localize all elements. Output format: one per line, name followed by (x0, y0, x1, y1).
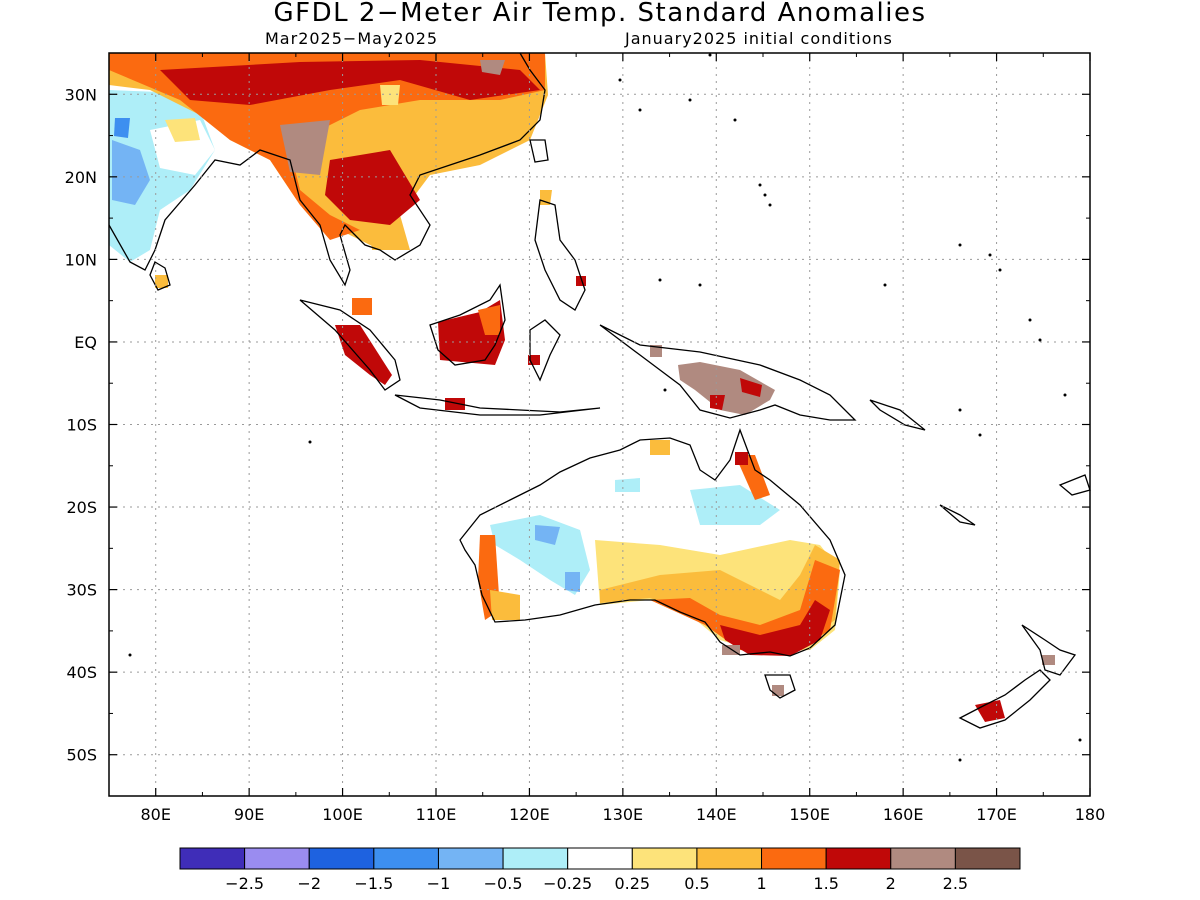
lon-label: 140E (696, 805, 737, 824)
legend-swatch (502, 847, 569, 870)
legend-swatch (179, 847, 246, 870)
lon-label: 150E (789, 805, 830, 824)
lat-label: 50S (66, 746, 97, 765)
lat-label: 10S (66, 416, 97, 435)
legend-swatch (890, 847, 956, 870)
legend-swatch (631, 847, 698, 870)
legend-label: −1.5 (354, 874, 393, 893)
lon-label: 90E (234, 805, 264, 824)
legend-swatch (244, 847, 310, 870)
legend-label: 2 (886, 874, 896, 893)
lat-label: 20N (65, 168, 97, 187)
chart-title: GFDL 2−Meter Air Temp. Standard Anomalie… (273, 0, 927, 28)
pacific-islands (128, 53, 1082, 762)
color-legend: −2.5 −2 −1.5 −1 −0.5 −0.25 0.25 0.5 1 1.5 2 2.5 (179, 847, 1021, 893)
lon-label: 120E (509, 805, 550, 824)
latitude-labels: 30N 20N 10N EQ 10S 20S 30S 40S 50S (65, 85, 97, 764)
legend-label: 0.25 (614, 874, 650, 893)
lon-label: 170E (976, 805, 1017, 824)
longitude-labels: 80E 90E 100E 110E 120E 130E 140E 150E 160E 170E 18… (140, 805, 1105, 824)
legend-label: 1.5 (813, 874, 838, 893)
legend-swatch (567, 847, 633, 870)
lon-label: 80E (140, 805, 170, 824)
legend-swatch (825, 847, 892, 870)
gridlines (109, 53, 1090, 796)
legend-label: 2.5 (943, 874, 968, 893)
lat-label: 30S (66, 581, 97, 600)
lon-label: 100E (322, 805, 363, 824)
forecast-period: Mar2025−May2025 (265, 29, 439, 48)
lat-label: 10N (65, 250, 97, 269)
lat-label: 40S (66, 663, 97, 682)
legend-label: −0.5 (484, 874, 523, 893)
legend-swatch (308, 847, 375, 870)
legend-swatch (373, 847, 439, 870)
legend-label: −1 (427, 874, 451, 893)
legend-label: −0.25 (543, 874, 592, 893)
lat-label: EQ (74, 333, 97, 352)
plot-frame (108, 52, 1091, 797)
lat-label: 20S (66, 498, 97, 517)
lon-label: 130E (603, 805, 644, 824)
legend-label: 1 (756, 874, 766, 893)
lon-label: 160E (883, 805, 924, 824)
legend-swatch (761, 847, 827, 870)
legend-label: −2 (297, 874, 321, 893)
legend-label: −2.5 (225, 874, 264, 893)
coastlines (108, 52, 1091, 729)
lat-label: 30N (65, 85, 97, 104)
legend-label: 0.5 (684, 874, 709, 893)
legend-swatch (954, 847, 1021, 870)
lon-label: 180 (1075, 805, 1106, 824)
initial-conditions-note: January2025 initial conditions (625, 29, 893, 48)
lon-label: 110E (416, 805, 457, 824)
legend-swatch (437, 847, 504, 870)
legend-swatch (696, 847, 763, 870)
anomaly-shading (109, 53, 1055, 722)
